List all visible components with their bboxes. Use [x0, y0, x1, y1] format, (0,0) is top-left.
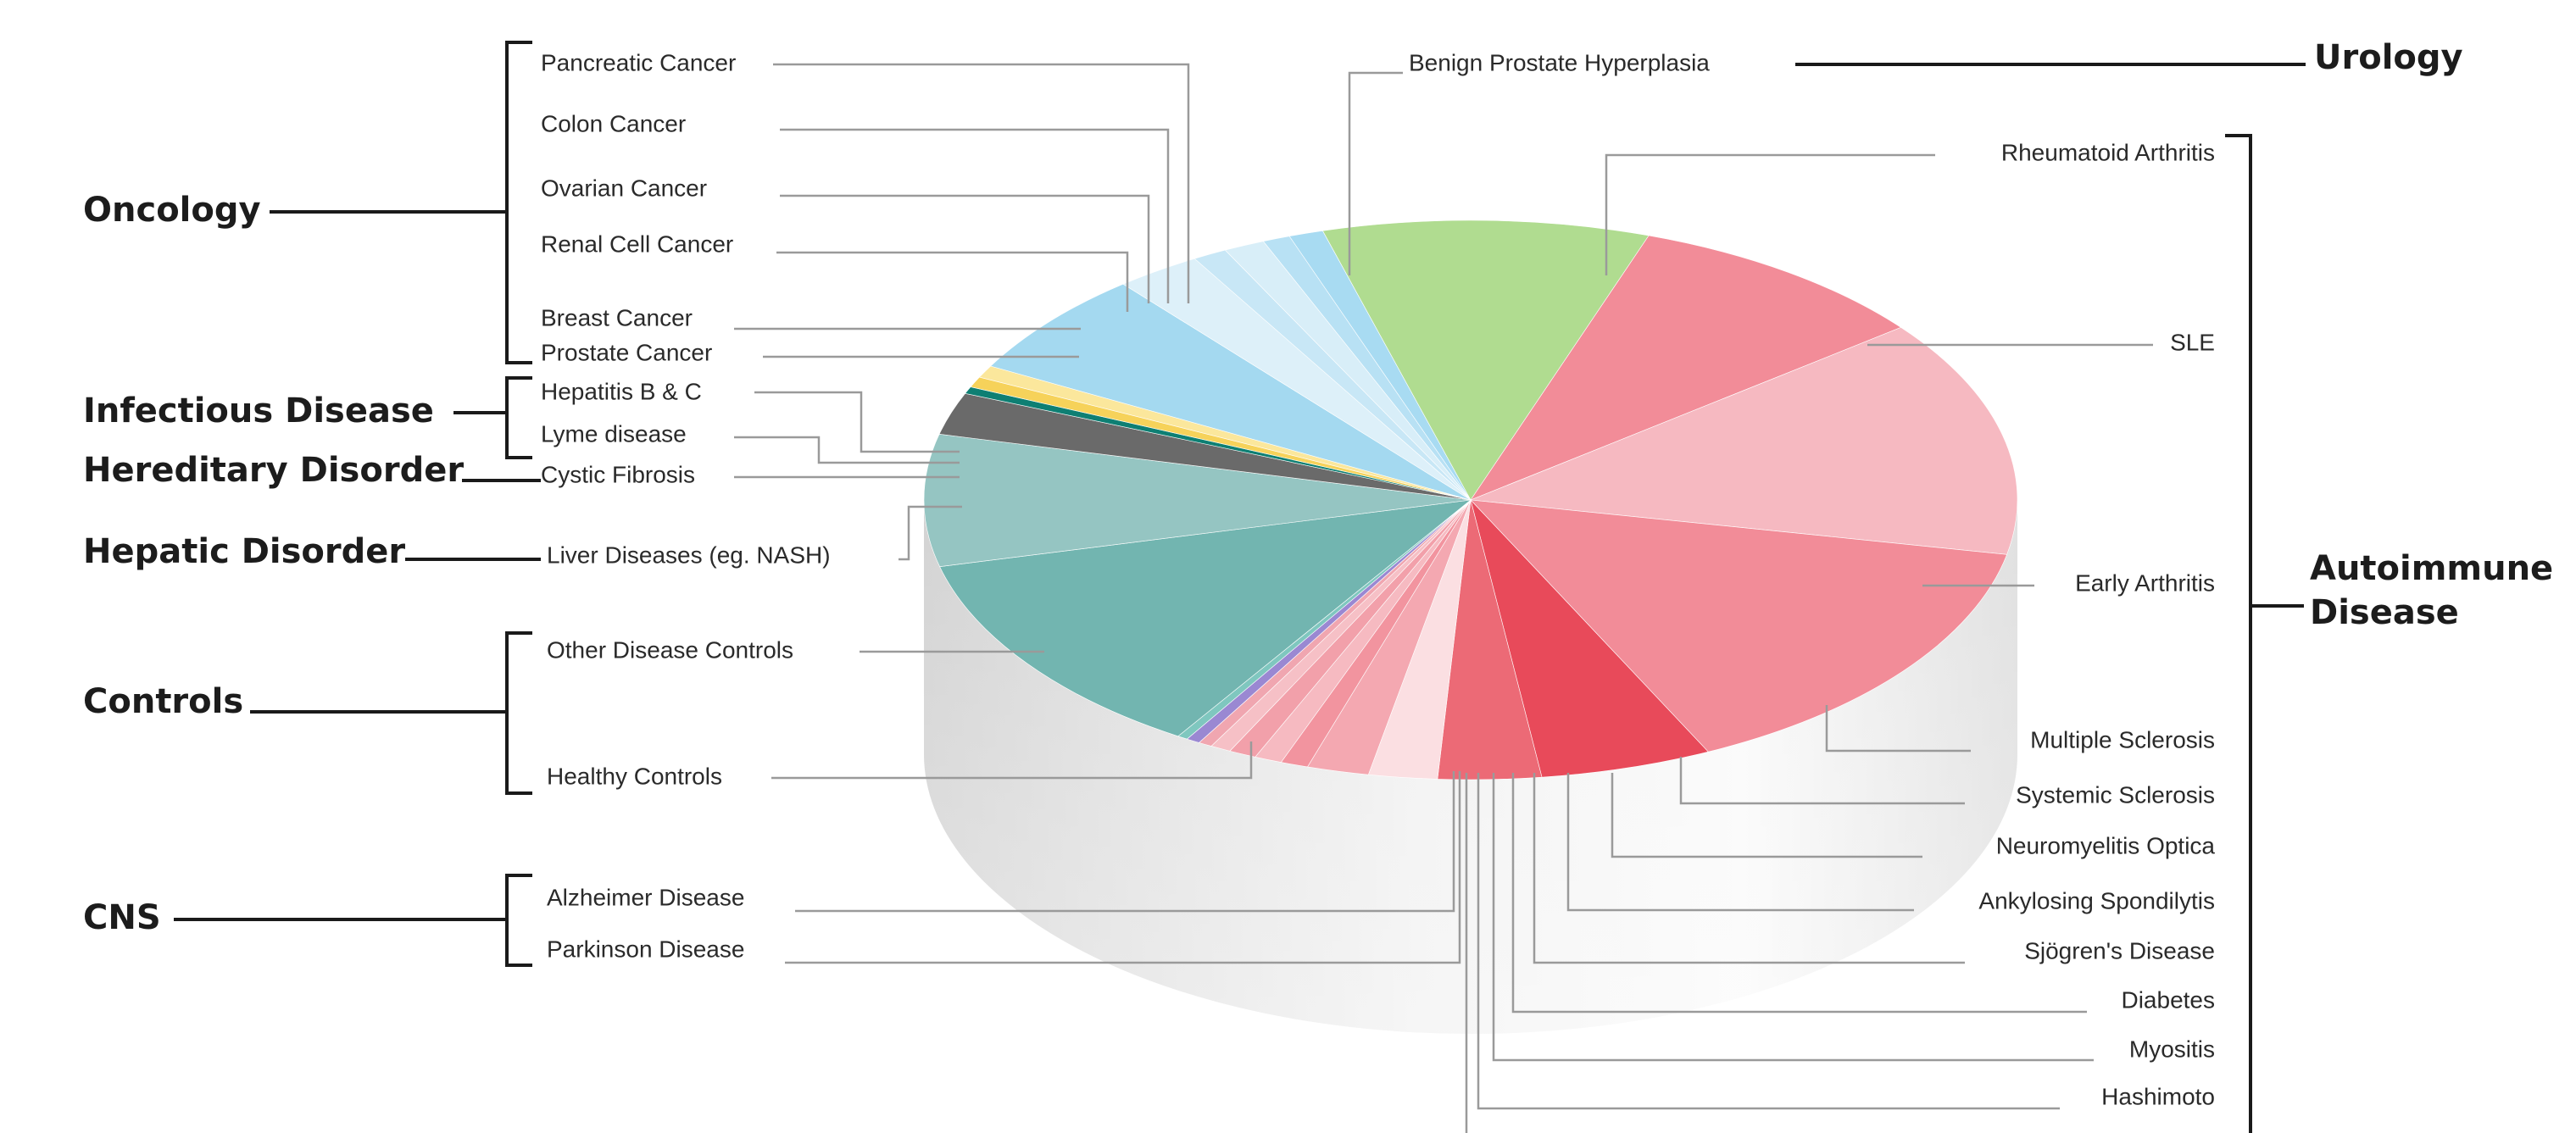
label-hepatitis-b-c: Hepatitis B & C: [541, 378, 702, 404]
leader-systemic-sclerosis: [1679, 757, 1965, 805]
category-cns: CNS: [83, 898, 161, 937]
leader-parkinson-disease: [785, 771, 1461, 964]
bracket-controls: [505, 631, 532, 795]
slice-multiple-sclerosis: [1470, 499, 1709, 778]
label-sj-gren-s-disease: Sjögren's Disease: [2024, 937, 2215, 964]
slice-sle: [1470, 327, 2018, 555]
slice-other-disease-controls: [923, 433, 1472, 567]
label-early-arthritis: Early Arthritis: [2075, 569, 2215, 596]
label-hashimoto: Hashimoto: [2101, 1083, 2215, 1109]
leader-pancreatic-cancer: [773, 63, 1190, 303]
slice-pancreatic-cancer: [1288, 230, 1472, 501]
leader-alzheimer-disease: [795, 771, 1455, 913]
leader-liver-diseases-eg-nash: [899, 505, 962, 561]
label-alzheimer-disease: Alzheimer Disease: [547, 884, 744, 910]
leader-lyme-disease: [734, 436, 960, 464]
leader-ovarian-cancer: [780, 194, 1150, 303]
label-sle: SLE: [2170, 329, 2215, 355]
leader-rheumatoid-arthritis: [1605, 153, 1935, 275]
category-urology: Urology: [2314, 38, 2463, 77]
category-hepatic-disorder: Hepatic Disorder: [83, 532, 405, 571]
category-hereditary-disorder: Hereditary Disorder: [83, 451, 464, 490]
label-prostate-cancer: Prostate Cancer: [541, 339, 712, 365]
slice-healthy-controls: [939, 499, 1472, 737]
label-ovarian-cancer: Ovarian Cancer: [541, 175, 707, 201]
label-colon-cancer: Colon Cancer: [541, 110, 686, 136]
bracket-cns: [505, 874, 532, 967]
category-labels: Urology Autoimmune Disease CNS Controls Hepat…: [83, 38, 2553, 937]
label-benign-prostate-hyperplasia: Benign Prostate Hyperplasia: [1409, 49, 1710, 75]
label-parkinson-disease: Parkinson Disease: [547, 936, 744, 962]
pie-side: [924, 500, 2017, 1034]
category-oncology: Oncology: [83, 191, 261, 230]
label-other-disease-controls: Other Disease Controls: [547, 636, 793, 663]
label-healthy-controls: Healthy Controls: [547, 763, 722, 789]
category-controls: Controls: [83, 682, 243, 721]
leader-diabetes: [1511, 773, 2087, 1014]
leader-hepatitis-b-c: [754, 391, 960, 453]
label-renal-cell-cancer: Renal Cell Cancer: [541, 230, 733, 257]
label-systemic-sclerosis: Systemic Sclerosis: [2016, 781, 2215, 808]
leader-colon-cancer: [780, 128, 1170, 303]
label-neuromyelitis-optica: Neuromyelitis Optica: [1996, 832, 2216, 858]
bracket-autoimmune-disease: [2225, 134, 2252, 1133]
label-myositis: Myositis: [2129, 1036, 2215, 1062]
label-lyme-disease: Lyme disease: [541, 420, 687, 447]
bracket-infectious-disease: [505, 376, 532, 459]
category-brackets: [174, 41, 2306, 1133]
label-multiple-sclerosis: Multiple Sclerosis: [2030, 726, 2215, 753]
label-breast-cancer: Breast Cancer: [541, 304, 693, 330]
leader-neuromyelitis-optica: [1611, 773, 1922, 858]
pie-top: [923, 219, 2018, 780]
slice-labels: Benign Prostate Hyperplasia Rheumatoid Ar…: [541, 49, 2215, 1133]
category-infectious-disease: Infectious Disease: [83, 392, 434, 430]
leader-benign-prostate-hyperplasia: [1348, 71, 1403, 275]
slice-rheumatoid-arthritis: [1470, 235, 1902, 501]
leader-ankylosing-spondilytis: [1566, 773, 1914, 912]
label-itp: ITP: [2178, 1131, 2215, 1133]
leader-multiple-sclerosis: [1825, 705, 1971, 753]
label-ankylosing-spondilytis: Ankylosing Spondilytis: [1978, 887, 2215, 914]
leader-hashimoto: [1477, 773, 2060, 1110]
label-diabetes: Diabetes: [2121, 986, 2215, 1013]
leader-myositis: [1492, 773, 2094, 1062]
label-rheumatoid-arthritis: Rheumatoid Arthritis: [2001, 139, 2215, 165]
pie-side-shade: [924, 500, 2017, 1034]
leader-itp: [1465, 773, 1468, 1133]
leader-renal-cell-cancer: [776, 251, 1129, 312]
label-pancreatic-cancer: Pancreatic Cancer: [541, 49, 736, 75]
leader-sj-gren-s-disease: [1533, 773, 1965, 964]
slice-prostate-cancer: [990, 283, 1472, 501]
bracket-oncology: [505, 41, 532, 364]
label-cystic-fibrosis: Cystic Fibrosis: [541, 461, 695, 487]
label-liver-diseases-eg-nash: Liver Diseases (eg. NASH): [547, 542, 831, 568]
leader-healthy-controls: [771, 741, 1253, 780]
category-autoimmune-disease: Autoimmune Disease: [2310, 549, 2553, 632]
leader-lines: [734, 63, 2153, 1133]
slice-benign-prostate-hyperplasia: [1321, 219, 1650, 501]
